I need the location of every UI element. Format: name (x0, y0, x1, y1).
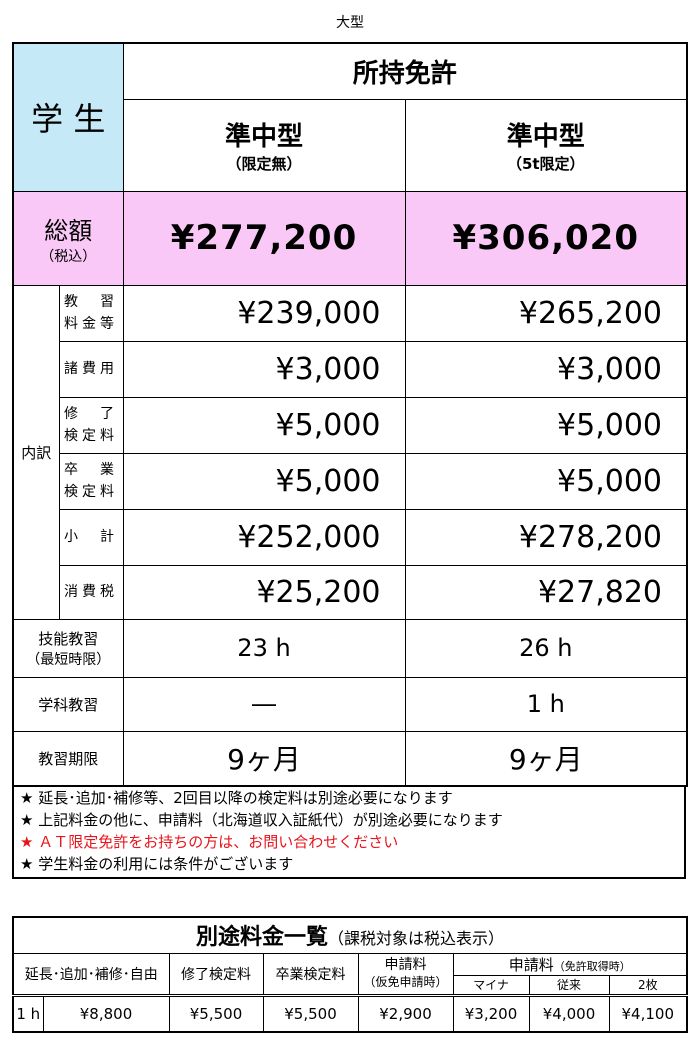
row-label: 教習期限 (12, 730, 124, 787)
row-value: 23 h (122, 618, 406, 678)
breakdown-value: ¥5,000 (122, 396, 406, 454)
header-application: 申請料 （仮免申請時） (357, 952, 454, 996)
total-value: ¥277,200 (122, 190, 406, 286)
header-myna: マイナ (452, 974, 530, 996)
row-value: 9ヶ月 (122, 730, 406, 787)
notes: ★ 延長･追加･補修等、2回目以降の検定料は別途必要になります ★ 上記料金の他… (12, 785, 686, 879)
total-label: 総額 （税込） (12, 190, 124, 286)
note: ★ 延長･追加･補修等、2回目以降の検定料は別途必要になります (20, 789, 453, 807)
header-completion: 修了検定料 (168, 952, 264, 996)
note: ★ 学生料金の利用には条件がございます (20, 855, 294, 873)
fee-value: ¥8,800 (42, 994, 170, 1032)
fee-value: ¥5,500 (262, 994, 359, 1032)
header-graduation: 卒業検定料 (262, 952, 359, 996)
breakdown-value: ¥239,000 (122, 284, 406, 342)
fee-value: ¥2,900 (357, 994, 454, 1032)
breakdown-item-label: 諸費用 (58, 340, 124, 398)
header-two-cards: 2枚 (608, 974, 688, 996)
caption: 大型 (336, 15, 364, 31)
breakdown-item-label: 教 習料金等 (58, 284, 124, 342)
breakdown-value: ¥3,000 (404, 340, 688, 398)
row-value: 9ヶ月 (404, 730, 688, 787)
row-value: 26 h (404, 618, 688, 678)
extra-title: 別途料金一覧（課税対象は税込表示） (12, 916, 688, 954)
fee-value: ¥5,500 (168, 994, 264, 1032)
breakdown-value: ¥265,200 (404, 284, 688, 342)
breakdown-item-label: 消費税 (58, 564, 124, 620)
fee-value: ¥3,200 (452, 994, 530, 1032)
breakdown-value: ¥5,000 (404, 396, 688, 454)
breakdown-value: ¥5,000 (122, 452, 406, 510)
extra-fees-table: 別途料金一覧（課税対象は税込表示） 延長･追加･補修･自由 修了検定料 卒業検定… (12, 916, 689, 1033)
fee-value: ¥4,000 (528, 994, 610, 1032)
header-application-license: 申請料（免許取得時） (452, 952, 688, 976)
breakdown-value: ¥5,000 (404, 452, 688, 510)
breakdown-item-label: 卒 業検定料 (58, 452, 124, 510)
student-label: 学 生 (12, 42, 124, 192)
column-header: 準中型 （5t限定） (404, 98, 688, 192)
breakdown-label: 内訳 (12, 284, 60, 620)
license-header: 所持免許 (122, 42, 688, 100)
row-label: 技能教習 （最短時限） (12, 618, 124, 678)
breakdown-item-label: 小 計 (58, 508, 124, 566)
breakdown-value: ¥27,820 (404, 564, 688, 620)
header-conventional: 従来 (528, 974, 610, 996)
note-highlight: ★ ＡＴ限定免許をお持ちの方は、お問い合わせください (20, 833, 399, 851)
total-value: ¥306,020 (404, 190, 688, 286)
unit: 1 h (12, 994, 44, 1032)
breakdown-value: ¥3,000 (122, 340, 406, 398)
row-value: ― (122, 676, 406, 732)
row-label: 学科教習 (12, 676, 124, 732)
column-header: 準中型 （限定無） (122, 98, 406, 192)
note: ★ 上記料金の他に、申請料（北海道収入証紙代）が別途必要になります (20, 811, 503, 829)
breakdown-value: ¥252,000 (122, 508, 406, 566)
header-extension: 延長･追加･補修･自由 (12, 952, 170, 996)
price-table: 学 生 所持免許 準中型 （限定無） 準中型 （5t限定） 総額 （税込） ¥277,… (12, 42, 689, 787)
row-value: 1 h (404, 676, 688, 732)
fee-value: ¥4,100 (608, 994, 688, 1032)
breakdown-value: ¥278,200 (404, 508, 688, 566)
breakdown-item-label: 修 了検定料 (58, 396, 124, 454)
breakdown-value: ¥25,200 (122, 564, 406, 620)
